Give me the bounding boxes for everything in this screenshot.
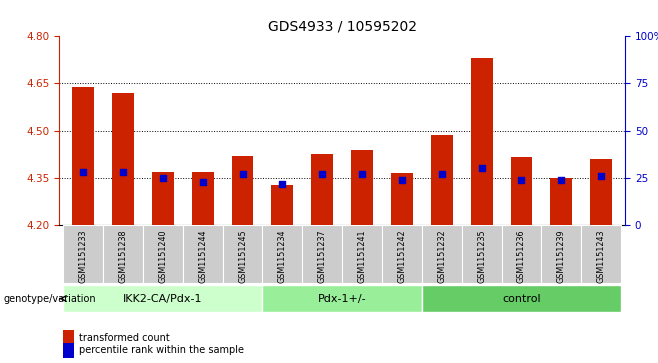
FancyBboxPatch shape xyxy=(382,225,422,283)
FancyBboxPatch shape xyxy=(263,285,422,313)
FancyBboxPatch shape xyxy=(462,225,501,283)
Point xyxy=(277,181,288,187)
Text: GSM1151243: GSM1151243 xyxy=(597,230,606,283)
Bar xyxy=(470,58,493,225)
Text: GSM1151236: GSM1151236 xyxy=(517,230,526,283)
Text: percentile rank within the sample: percentile rank within the sample xyxy=(79,345,244,355)
Title: GDS4933 / 10595202: GDS4933 / 10595202 xyxy=(268,20,417,34)
Bar xyxy=(590,159,612,225)
FancyBboxPatch shape xyxy=(263,225,302,283)
FancyBboxPatch shape xyxy=(422,225,462,283)
Text: GSM1151241: GSM1151241 xyxy=(357,230,367,283)
Text: control: control xyxy=(502,294,541,303)
Text: GSM1151237: GSM1151237 xyxy=(318,230,327,284)
Point xyxy=(238,171,248,177)
Point xyxy=(78,169,88,175)
Text: GSM1151245: GSM1151245 xyxy=(238,230,247,284)
Text: GSM1151242: GSM1151242 xyxy=(397,230,407,284)
Bar xyxy=(391,173,413,225)
Bar xyxy=(431,135,453,225)
Text: genotype/variation: genotype/variation xyxy=(3,294,96,305)
FancyBboxPatch shape xyxy=(222,225,263,283)
Point xyxy=(476,166,487,171)
FancyBboxPatch shape xyxy=(581,225,621,283)
FancyBboxPatch shape xyxy=(183,225,222,283)
FancyBboxPatch shape xyxy=(422,285,621,313)
Point xyxy=(317,171,328,177)
FancyBboxPatch shape xyxy=(302,225,342,283)
Bar xyxy=(232,156,253,225)
Text: Pdx-1+/-: Pdx-1+/- xyxy=(318,294,367,303)
Point xyxy=(157,175,168,181)
Bar xyxy=(112,93,134,225)
Bar xyxy=(550,178,572,225)
Text: GSM1151244: GSM1151244 xyxy=(198,230,207,283)
Text: GSM1151239: GSM1151239 xyxy=(557,230,566,284)
Point xyxy=(596,173,607,179)
FancyBboxPatch shape xyxy=(103,225,143,283)
FancyBboxPatch shape xyxy=(542,225,581,283)
Text: IKK2-CA/Pdx-1: IKK2-CA/Pdx-1 xyxy=(123,294,203,303)
Bar xyxy=(191,172,214,225)
Text: transformed count: transformed count xyxy=(79,333,170,343)
Text: GSM1151238: GSM1151238 xyxy=(118,230,128,283)
Bar xyxy=(72,87,94,225)
Point xyxy=(436,171,447,177)
Bar xyxy=(511,158,532,225)
Point xyxy=(197,179,208,184)
Point xyxy=(357,171,367,177)
FancyBboxPatch shape xyxy=(63,225,103,283)
Bar xyxy=(272,185,293,225)
Bar xyxy=(351,150,373,225)
Text: GSM1151232: GSM1151232 xyxy=(438,230,446,284)
FancyBboxPatch shape xyxy=(342,225,382,283)
Point xyxy=(397,177,407,183)
Point xyxy=(118,169,128,175)
Text: GSM1151240: GSM1151240 xyxy=(159,230,167,283)
Point xyxy=(517,177,527,183)
Text: GSM1151235: GSM1151235 xyxy=(477,230,486,284)
Bar xyxy=(311,154,333,225)
Text: GSM1151234: GSM1151234 xyxy=(278,230,287,283)
FancyBboxPatch shape xyxy=(501,225,542,283)
FancyBboxPatch shape xyxy=(63,285,263,313)
Point xyxy=(556,177,567,183)
Bar xyxy=(152,172,174,225)
Text: GSM1151233: GSM1151233 xyxy=(78,230,88,283)
FancyBboxPatch shape xyxy=(143,225,183,283)
